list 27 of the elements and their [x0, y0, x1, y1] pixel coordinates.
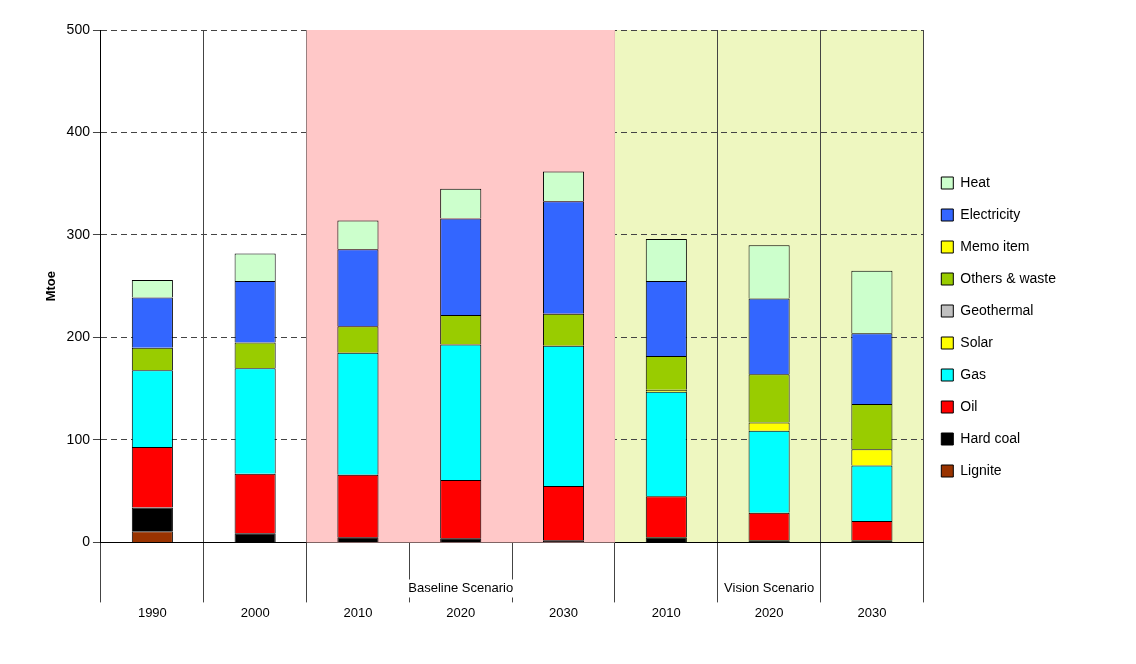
y-tick-label: 400 — [66, 123, 91, 140]
x-tick-label: 2020 — [754, 604, 784, 620]
legend-label: Others & waste — [960, 269, 1057, 286]
x-tick-label: 1990 — [137, 604, 167, 620]
y-tick-label: 0 — [82, 533, 91, 550]
legend-label: Heat — [960, 173, 990, 190]
legend-label: Electricity — [960, 205, 1021, 222]
x-tick-label: 2010 — [343, 604, 373, 620]
legend-label: Memo item — [960, 237, 1030, 254]
legend-label: Lignite — [960, 461, 1002, 478]
x-tick-label: 2030 — [549, 604, 578, 620]
x-tick-label: 2020 — [446, 604, 476, 620]
y-tick-label: 300 — [66, 225, 91, 242]
x-tick-label: 2000 — [240, 604, 270, 620]
legend-label: Hard coal — [960, 429, 1021, 446]
y-axis-title: Mtoe — [43, 271, 59, 302]
x-tick-label: 2010 — [651, 604, 681, 620]
x-tick-label: 2030 — [857, 604, 887, 620]
y-tick-label: 500 — [66, 20, 91, 37]
legend-label: Oil — [960, 397, 978, 414]
legend-label: Geothermal — [960, 301, 1034, 318]
y-tick-label: 100 — [66, 430, 91, 447]
legend-label: Gas — [960, 365, 986, 382]
legend-label: Solar — [960, 333, 994, 350]
y-tick-label: 200 — [66, 328, 91, 345]
band-label: Baseline Scenario — [408, 579, 514, 595]
text: Vision Scenario — [724, 579, 815, 595]
